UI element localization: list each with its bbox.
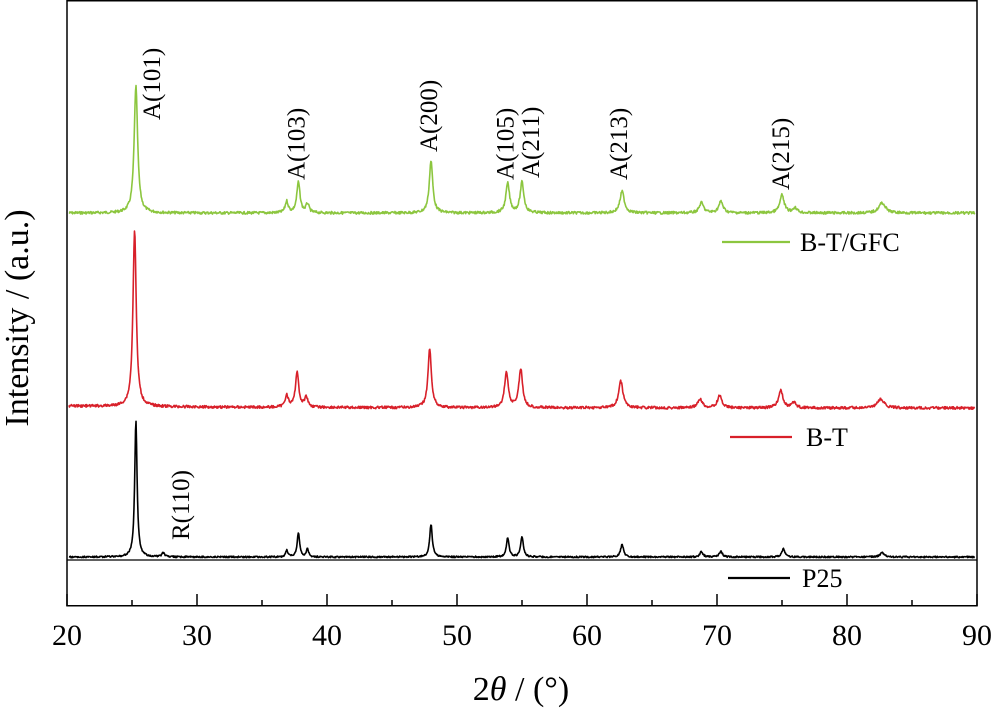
legend-label: B-T/GFC <box>800 228 900 257</box>
peak-label: A(105) <box>493 108 520 180</box>
x-tick-label: 70 <box>702 619 732 652</box>
legend-label: P25 <box>802 564 842 593</box>
y-axis-title: Intensity / (a.u.) <box>0 209 36 426</box>
peak-label: R(110) <box>168 470 195 540</box>
peak-label: A(200) <box>416 80 443 152</box>
series-line-b-t <box>68 230 976 411</box>
peak-label: A(101) <box>139 48 166 120</box>
x-axis-ticks <box>66 594 978 606</box>
peak-label: A(215) <box>768 118 795 190</box>
x-tick-label: 40 <box>312 619 342 652</box>
peak-label: A(213) <box>606 108 633 180</box>
plot-frame <box>66 0 978 607</box>
legend-group: B-T/GFC B-T P25 <box>722 228 900 593</box>
legend-label: B-T <box>806 423 848 452</box>
peak-annotations: A(101) A(103) A(200) A(105)A(211) A(213) A(21… <box>139 48 795 540</box>
peak-label: A(211) <box>518 107 545 178</box>
series-line-b-t-gfc <box>68 84 976 215</box>
x-tick-label: 50 <box>442 619 472 652</box>
series-line-p25 <box>68 420 976 559</box>
x-tick-label: 20 <box>52 619 82 652</box>
x-tick-label: 30 <box>182 619 212 652</box>
x-tick-label: 80 <box>832 619 862 652</box>
peak-label: A(103) <box>283 108 310 180</box>
x-axis-tick-labels: 20 30 40 50 60 70 80 90 <box>52 619 992 652</box>
x-axis-title: 2θ / (°) <box>473 671 569 708</box>
x-tick-label: 90 <box>962 619 992 652</box>
x-tick-label: 60 <box>572 619 602 652</box>
series-curves <box>68 84 976 559</box>
